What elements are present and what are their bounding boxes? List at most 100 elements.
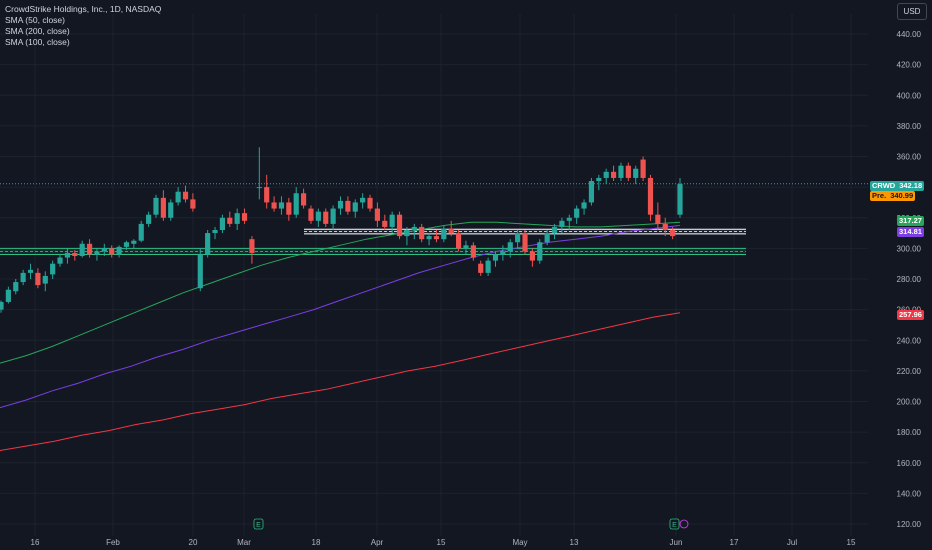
candle-body [278,202,285,209]
candle-body [441,228,447,240]
candle-body [286,202,292,215]
candle-body [264,187,270,203]
candle-body [478,263,484,273]
candle-body [227,217,233,224]
price-tag-value: 314.81 [899,227,922,236]
y-tick-label: 400.00 [897,91,922,100]
candle-body [101,248,107,252]
candle-body [419,226,425,240]
candle-body [308,208,314,221]
candle-body [323,211,329,224]
y-tick-label: 360.00 [897,153,922,162]
candle-body [20,272,26,283]
symbol-title[interactable]: CrowdStrike Holdings, Inc., 1D, NASDAQ [5,4,162,14]
candle-body [138,223,144,241]
candle-body [448,228,454,234]
candle-body [57,257,63,264]
indicator-sma-200[interactable]: SMA (200, close) [5,26,70,36]
x-tick-label: 16 [31,538,40,547]
candle-body [256,187,262,189]
candle-body [662,223,668,230]
y-tick-label: 300.00 [897,244,922,253]
candle-body [633,168,639,178]
candle-body [389,214,395,227]
candle-body [27,269,34,273]
candle-body [463,245,469,249]
y-tick-label: 240.00 [897,336,922,345]
price-tag[interactable]: CRWD 342.18 [870,181,925,191]
price-tag-value: 340.99 [890,191,914,200]
candle-body [618,165,624,178]
price-tag-value: 342.18 [899,181,923,190]
candle-body [492,254,499,261]
candle-body [168,202,174,218]
price-axis[interactable]: 120.00 140.00 160.00 180.00 200.00 220.00 240.… [897,30,922,529]
candle-body [360,197,366,203]
candle-body [507,242,513,252]
candle-body [647,177,654,215]
chart-grid [0,14,868,536]
candle-body [426,236,432,240]
price-tag[interactable]: Pre. 340.99 [870,191,916,201]
indicator-sma-50[interactable]: SMA (50, close) [5,15,65,25]
candle-body [197,254,203,289]
sma-line [0,221,681,364]
candle-body [94,251,100,255]
x-tick-label: 13 [570,538,579,547]
price-tag[interactable]: 314.81 [897,227,924,237]
candle-body [293,193,299,215]
candle-body [640,159,646,178]
currency-button[interactable]: USD [897,3,927,20]
earnings-icon[interactable] [253,518,264,530]
indicator-sma-100[interactable]: SMA (100, close) [5,37,70,47]
price-tag-symbol: Pre. [872,191,887,200]
candle-body [396,214,403,237]
candle-body [13,282,19,292]
candle-body [625,165,631,178]
candle-body [160,197,166,218]
y-tick-label: 180.00 [897,428,922,437]
candle-body [433,236,440,240]
y-tick-label: 380.00 [897,122,922,131]
x-tick-label: 15 [847,538,856,547]
candle-body [411,226,417,230]
candle-body [79,243,85,257]
sma-line [0,312,681,451]
candle-body [249,239,255,253]
candle-body [522,233,528,252]
candle-body [529,251,535,261]
candle-body [219,217,225,230]
candle-body [670,230,676,237]
sma-line [0,224,681,409]
candle-body [42,275,48,284]
x-tick-label: 17 [730,538,739,547]
earnings-icon[interactable] [669,518,680,530]
candlesticks [0,147,683,313]
candle-body [182,191,189,200]
candle-body [205,233,211,255]
candle-body [566,217,572,221]
x-tick-label: Apr [371,538,384,547]
candle-body [574,208,580,218]
dividend-icon[interactable] [679,519,689,529]
candle-body [470,245,476,258]
x-tick-label: May [512,538,527,547]
y-tick-label: 280.00 [897,275,922,284]
sma-lines [0,221,681,451]
event-markers[interactable]: E E [253,518,689,530]
candle-body [116,246,122,255]
time-axis[interactable]: 16 Feb 20 Mar 18 Apr 15 May 13 Jun 17 Jul 15 [31,538,856,547]
candle-body [382,220,388,227]
candle-body [374,208,380,221]
candle-body [131,240,137,244]
x-tick-label: 15 [437,538,446,547]
price-tag[interactable]: 317.27 [897,216,924,226]
price-tag[interactable]: 257.96 [897,310,924,320]
candle-body [610,171,617,178]
candle-body [175,191,181,203]
candle-body [537,242,543,261]
candle-body [72,252,78,257]
candle-body [559,220,565,227]
candle-body [123,242,130,247]
